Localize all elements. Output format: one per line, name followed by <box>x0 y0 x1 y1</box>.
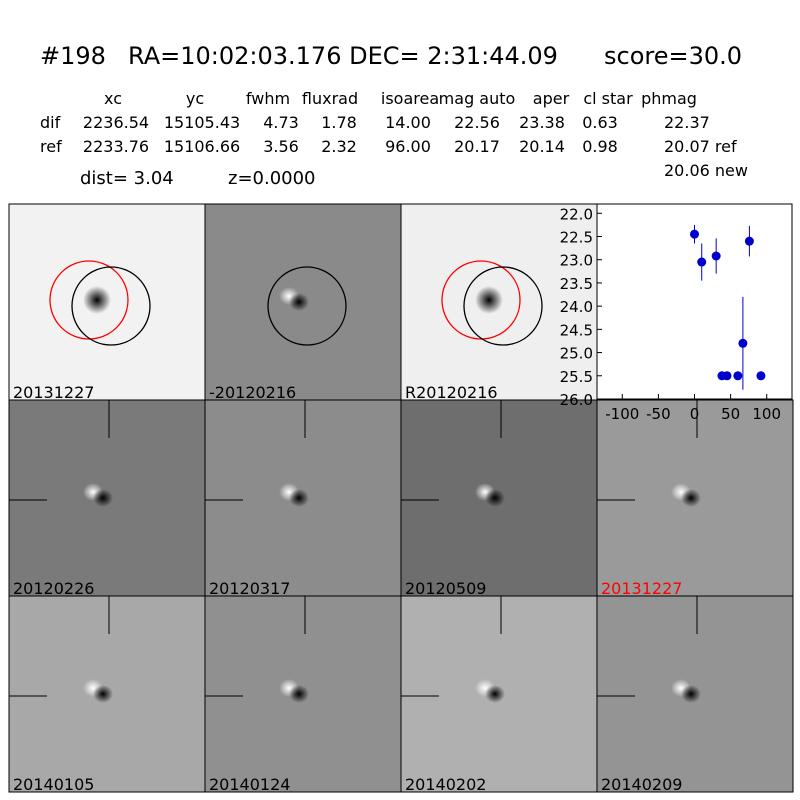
table-cell: 2236.54 <box>83 113 149 132</box>
black-circle <box>463 266 543 346</box>
table-cell: 3.56 <box>263 137 299 156</box>
table-cell: 22.37 <box>664 113 710 132</box>
y-tick-label: 25.5 <box>560 368 593 386</box>
panel-label: 20140202 <box>405 775 486 794</box>
table-cell: 1.78 <box>321 113 357 132</box>
data-point <box>738 338 748 348</box>
panel-label: 20120509 <box>405 579 486 598</box>
x-tick-label: -100 <box>605 405 639 423</box>
column-header: fwhm <box>246 89 290 108</box>
black-circle <box>267 266 347 346</box>
column-header: mag auto <box>439 89 516 108</box>
y-tick-label: 23.5 <box>560 275 593 293</box>
source-blob <box>83 286 111 314</box>
x-tick-label: -50 <box>646 405 671 423</box>
table-cell: 0.63 <box>582 113 618 132</box>
table-cell: 4.73 <box>263 113 299 132</box>
column-header: phmag <box>641 89 697 108</box>
red-circle <box>49 260 129 340</box>
source-blob <box>475 286 503 314</box>
negative-blob <box>93 489 113 507</box>
y-tick-label: 26.0 <box>560 391 593 409</box>
data-point <box>711 251 721 261</box>
y-tick-label: 22.5 <box>560 229 593 247</box>
row-label: dif <box>40 113 61 132</box>
panel-label: 20140124 <box>209 775 290 794</box>
x-tick-label: 50 <box>721 405 740 423</box>
column-header: xc <box>104 89 122 108</box>
negative-blob <box>485 489 505 507</box>
data-point <box>697 257 707 267</box>
panel-label: R20120216 <box>405 383 498 402</box>
row-label: ref <box>40 137 62 156</box>
x-tick-label: 0 <box>690 405 700 423</box>
data-point <box>744 236 754 246</box>
negative-blob <box>681 489 701 507</box>
panel-label: 20131227 <box>13 383 94 402</box>
column-header: yc <box>186 89 204 108</box>
column-header: aper <box>533 89 570 108</box>
phmag-note: 20.06 new <box>664 161 748 180</box>
table-cell: 0.98 <box>582 137 618 156</box>
redshift: z=0.0000 <box>228 168 316 189</box>
panel-label: 20120226 <box>13 579 94 598</box>
y-tick-label: 25.0 <box>560 345 593 363</box>
table-cell: 22.56 <box>454 113 500 132</box>
data-point <box>690 229 699 239</box>
red-circle <box>441 260 521 340</box>
y-tick-label: 23.0 <box>560 252 593 270</box>
table-cell: 14.00 <box>385 113 431 132</box>
negative-blob <box>289 293 309 311</box>
data-point <box>722 371 732 381</box>
panel-label: 20140209 <box>601 775 682 794</box>
candidate-id: #198 <box>40 42 106 70</box>
table-cell: 2.32 <box>321 137 357 156</box>
negative-blob <box>93 685 113 703</box>
negative-blob <box>289 489 309 507</box>
data-point <box>733 371 743 381</box>
column-header: cl star <box>583 89 633 108</box>
negative-blob <box>681 685 701 703</box>
table-cell: 15105.43 <box>164 113 240 132</box>
table-cell: 20.17 <box>454 137 500 156</box>
distance: dist= 3.04 <box>80 168 174 189</box>
x-tick-label: 100 <box>752 405 781 423</box>
negative-blob <box>289 685 309 703</box>
panel-label: 20131227 <box>601 579 682 598</box>
negative-blob <box>485 685 505 703</box>
y-tick-label: 24.5 <box>560 321 593 339</box>
table-cell: 15106.66 <box>164 137 240 156</box>
column-header: isoarea <box>381 89 439 108</box>
table-cell: 23.38 <box>519 113 565 132</box>
panel-label: 20120317 <box>209 579 290 598</box>
table-cell: 20.07 ref <box>664 137 737 156</box>
table-cell: 96.00 <box>385 137 431 156</box>
panel-label: 20140105 <box>13 775 94 794</box>
black-circle <box>71 266 151 346</box>
column-header: fluxrad <box>302 89 358 108</box>
y-tick-label: 22.0 <box>560 205 593 223</box>
y-tick-label: 24.0 <box>560 298 593 316</box>
panel-label: -20120216 <box>209 383 296 402</box>
table-cell: 20.14 <box>519 137 565 156</box>
data-point <box>756 371 766 381</box>
table-cell: 2233.76 <box>83 137 149 156</box>
score: score=30.0 <box>604 42 742 70</box>
coordinates: RA=10:02:03.176 DEC= 2:31:44.09 <box>128 42 558 70</box>
